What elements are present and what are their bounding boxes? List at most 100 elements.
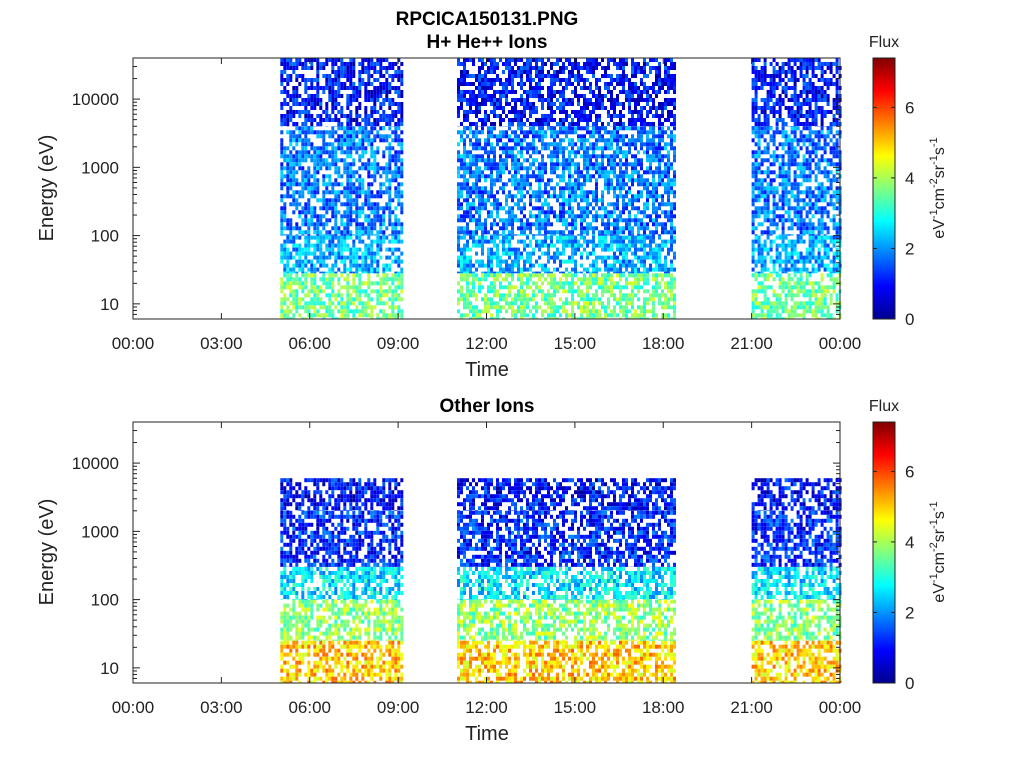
heatmap-cell [493, 273, 496, 278]
heatmap-cell [670, 243, 673, 248]
heatmap-cell [364, 305, 368, 310]
heatmap-cell [568, 122, 571, 126]
heatmap-cell [388, 317, 392, 319]
heatmap-cell [565, 110, 568, 114]
heatmap-cell [661, 182, 664, 187]
heatmap-cell [484, 162, 487, 167]
heatmap-cell [505, 162, 508, 167]
heatmap-cell [370, 259, 374, 264]
heatmap-cell [295, 289, 299, 294]
heatmap-cell [319, 62, 323, 66]
heatmap-cell [535, 74, 538, 78]
heatmap-cell [661, 222, 664, 227]
heatmap-cell [295, 251, 299, 256]
heatmap-cell [520, 150, 523, 155]
heatmap-cell [589, 58, 592, 62]
heatmap-cell [289, 289, 293, 294]
heatmap-cell [628, 214, 631, 219]
heatmap-cell [484, 273, 487, 278]
heatmap-cell [574, 267, 577, 272]
heatmap-cell [457, 281, 460, 286]
heatmap-cell [289, 301, 293, 306]
heatmap-cell [337, 138, 341, 143]
heatmap-cell [607, 142, 610, 147]
heatmap-cell [319, 285, 323, 290]
heatmap-cell [589, 178, 592, 183]
heatmap-cell [481, 126, 484, 131]
heatmap-cell [622, 206, 625, 211]
heatmap-cell [613, 285, 616, 290]
heatmap-cell [544, 118, 547, 122]
heatmap-cell [568, 230, 571, 235]
heatmap-cell [643, 273, 646, 278]
heatmap-cell [613, 313, 616, 318]
heatmap-cell [601, 122, 604, 126]
heatmap-cell [553, 146, 556, 151]
heatmap-cell [397, 309, 401, 314]
heatmap-cell [565, 126, 568, 131]
heatmap-cell [583, 98, 586, 102]
heatmap-cell [613, 158, 616, 163]
heatmap-cell [538, 134, 541, 139]
heatmap-cell [475, 309, 478, 314]
heatmap-cell [496, 90, 499, 94]
heatmap-cell [394, 170, 398, 175]
heatmap-cell [349, 102, 353, 106]
heatmap-cell [328, 273, 332, 278]
heatmap-cell [529, 70, 532, 74]
heatmap-cell [556, 130, 559, 135]
heatmap-cell [613, 267, 616, 272]
heatmap-cell [619, 230, 622, 235]
heatmap-cell [280, 106, 284, 110]
heatmap-cell [355, 235, 359, 240]
heatmap-cell [511, 166, 514, 171]
heatmap-cell [625, 134, 628, 139]
heatmap-cell [463, 251, 466, 256]
heatmap-cell [478, 74, 481, 78]
heatmap-cell [307, 102, 311, 106]
heatmap-cell [655, 206, 658, 211]
heatmap-cell [589, 134, 592, 139]
heatmap-cell [586, 198, 589, 203]
heatmap-cell [364, 230, 368, 235]
heatmap-cell [283, 174, 287, 179]
heatmap-cell [538, 86, 541, 90]
heatmap-cell [457, 82, 460, 86]
heatmap-cell [304, 202, 308, 207]
heatmap-cell [397, 94, 401, 98]
heatmap-cell [556, 158, 559, 163]
heatmap-cell [586, 202, 589, 207]
heatmap-cell [592, 94, 595, 98]
heatmap-cell [598, 313, 601, 318]
heatmap-cell [496, 313, 499, 318]
heatmap-cell [466, 98, 469, 102]
heatmap-cell [505, 166, 508, 171]
heatmap-cell [610, 277, 613, 282]
heatmap-cell [292, 102, 296, 106]
heatmap-cell [499, 178, 502, 183]
heatmap-cell [373, 70, 377, 74]
heatmap-cell [367, 234, 371, 236]
heatmap-cell [463, 114, 466, 118]
heatmap-cell [598, 86, 601, 90]
heatmap-cell [307, 218, 311, 223]
heatmap-cell [283, 158, 287, 163]
heatmap-cell [538, 98, 541, 102]
heatmap-cell [346, 277, 350, 282]
heatmap-cell [358, 293, 362, 298]
heatmap-cell [673, 293, 676, 298]
heatmap-cell [622, 154, 625, 159]
heatmap-cell [394, 102, 398, 106]
heatmap-cell [280, 210, 284, 215]
heatmap-cell [571, 277, 574, 282]
heatmap-cell [472, 202, 475, 207]
heatmap-cell [499, 234, 502, 236]
heatmap-cell [337, 74, 341, 78]
heatmap-cell [328, 190, 332, 195]
heatmap-cell [367, 98, 371, 102]
heatmap-cell [568, 158, 571, 163]
heatmap-cell [343, 234, 347, 236]
heatmap-cell [640, 239, 643, 244]
heatmap-cell [334, 58, 338, 62]
heatmap-cell [502, 226, 505, 231]
